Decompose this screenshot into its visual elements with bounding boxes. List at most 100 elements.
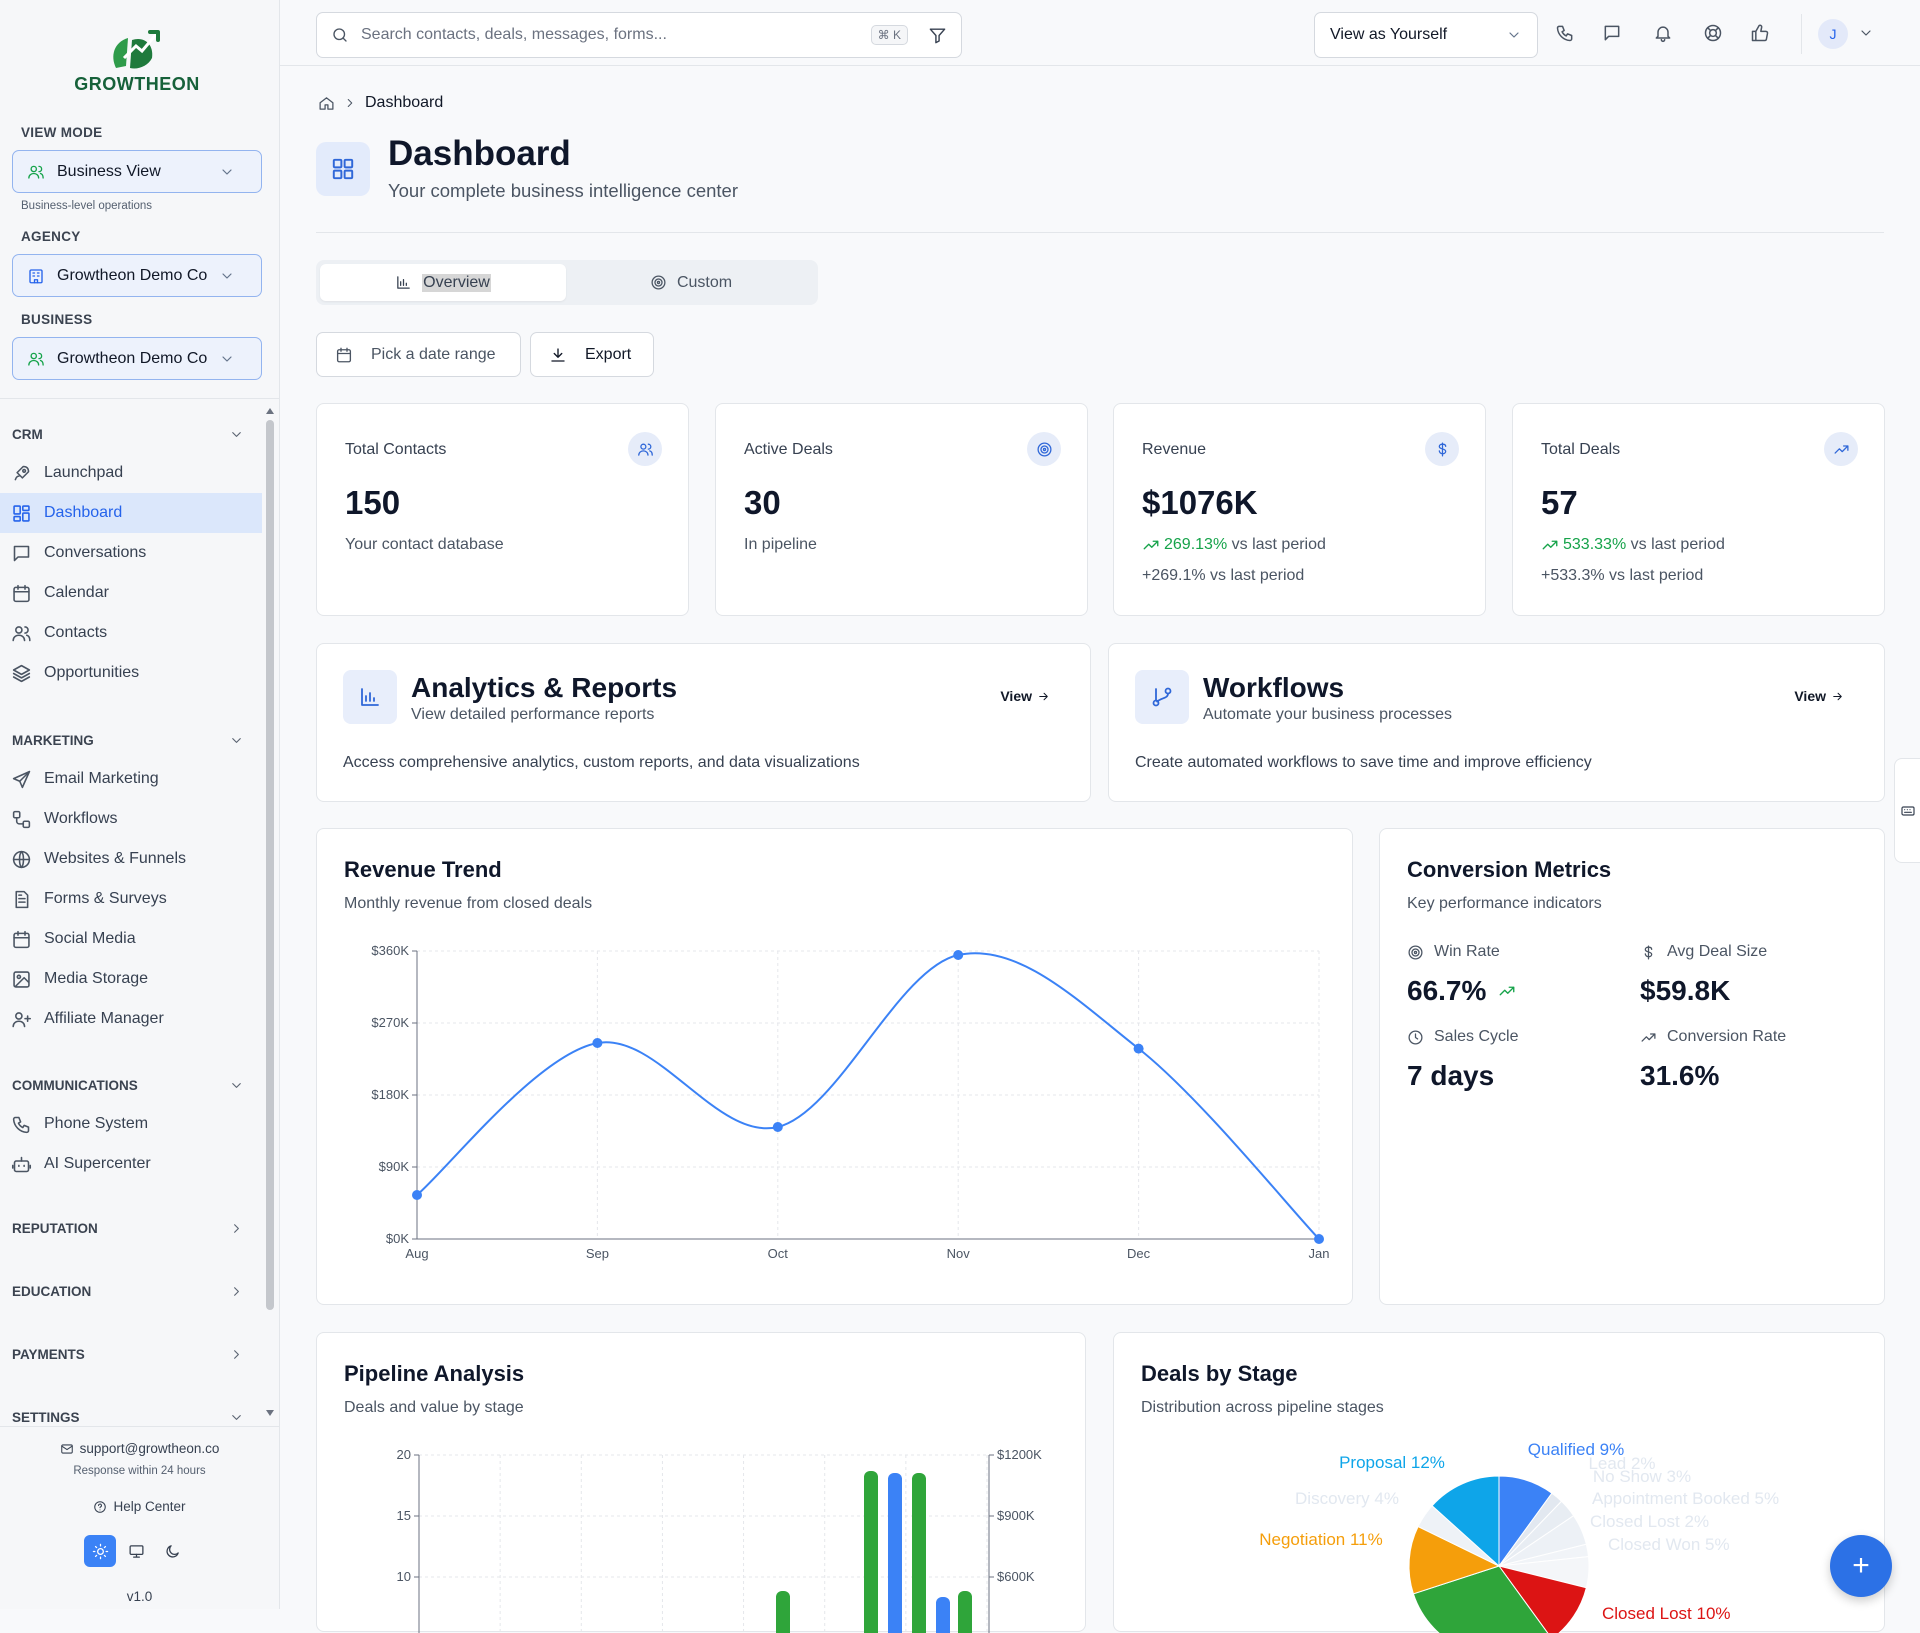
pie-label: Negotiation 11% [1259,1530,1383,1549]
analytics-view-link[interactable]: View [1000,688,1050,704]
sidebar-item-social-media[interactable]: Social Media [0,919,262,959]
chevron-down-icon[interactable] [1858,25,1874,41]
sidebar-item-launchpad[interactable]: Launchpad [0,453,262,493]
sidebar-item-label: Phone System [44,1115,149,1132]
group-settings[interactable]: SETTINGS [12,1407,244,1422]
sidebar-item-forms[interactable]: Forms & Surveys [0,879,262,919]
stat-change: 533.33% vs last period [1541,536,1725,554]
group-marketing[interactable]: MARKETING [12,730,244,750]
stat-card-revenue[interactable]: Revenue $1076K 269.13% vs last period +2… [1113,403,1486,616]
sidebar-item-label: AI Supercenter [44,1155,151,1172]
stat-change-value: 533.33% [1563,536,1627,553]
stat-change: 269.13% vs last period [1142,536,1326,554]
add-button[interactable]: + [1830,1535,1892,1597]
pie-label: Discovery 4% [1295,1489,1399,1508]
pipeline-bar [958,1591,972,1633]
help-center-link[interactable]: Help Center [0,1499,279,1514]
sidebar-item-email-marketing[interactable]: Email Marketing [0,759,262,799]
image-icon [13,970,30,988]
help-center-label: Help Center [113,1499,186,1514]
phone-icon[interactable] [1555,23,1575,43]
globe-icon [12,850,31,868]
thumbs-up-icon[interactable] [1750,23,1770,43]
win-rate-label-text: Win Rate [1434,943,1500,960]
sidebar-scroll-thumb[interactable] [266,420,274,1310]
analytics-reports-card[interactable]: Analytics & Reports View detailed perfor… [316,643,1091,802]
system-theme-button[interactable] [120,1535,152,1567]
pipeline-bar [776,1591,790,1633]
stat-card-total-contacts[interactable]: Total Contacts 150 Your contact database [316,403,689,616]
stat-title: Active Deals [744,441,833,458]
sidebar-item-workflows[interactable]: Workflows [0,799,262,839]
bot-icon [11,1156,32,1172]
date-range-button[interactable]: Pick a date range [316,332,521,377]
bell-icon[interactable] [1653,23,1673,43]
sidebar-scrollbar[interactable] [264,404,276,1422]
group-education[interactable]: EDUCATION [12,1281,244,1301]
tab-overview[interactable]: Overview [320,264,566,301]
group-payments[interactable]: PAYMENTS [12,1344,244,1364]
pie-label: Proposal 12% [1339,1453,1445,1472]
dark-theme-button[interactable] [156,1535,188,1567]
avatar[interactable]: J [1818,19,1848,49]
sidebar-item-opportunities[interactable]: Opportunities [0,653,262,693]
business-select[interactable]: Growtheon Demo Co [12,337,262,380]
chevron-right-icon [234,1349,239,1359]
group-reputation[interactable]: REPUTATION [12,1218,244,1238]
sidebar-item-calendar[interactable]: Calendar [0,573,262,613]
sidebar-item-websites[interactable]: Websites & Funnels [0,839,262,879]
sidebar-item-ai-supercenter[interactable]: AI Supercenter [0,1144,262,1184]
conversion-title: Conversion Metrics [1407,857,1612,882]
business-value: Growtheon Demo Co [57,349,208,367]
sales-cycle-label-text: Sales Cycle [1434,1028,1519,1045]
sidebar-item-phone-system[interactable]: Phone System [0,1104,262,1144]
sidebar-item-media-storage[interactable]: Media Storage [0,959,262,999]
filter-icon[interactable] [928,26,947,45]
file-text-icon [15,890,29,908]
breadcrumb: Dashboard [318,94,443,112]
search-input[interactable]: Search contacts, deals, messages, forms.… [316,12,962,58]
sidebar-item-affiliate[interactable]: Affiliate Manager [0,999,262,1039]
group-communications[interactable]: COMMUNICATIONS [12,1075,244,1095]
brand-name: GROWTHEON [74,74,200,94]
stat-sub: +533.3% vs last period [1541,567,1704,584]
support-email-link[interactable]: support@growtheon.co [0,1441,279,1456]
growtheon-logo[interactable]: GROWTHEON [72,18,202,96]
pie-label: Closed Won 5% [1608,1535,1730,1554]
stat-title: Total Contacts [345,441,447,458]
workflows-card[interactable]: Workflows Automate your business process… [1108,643,1885,802]
stat-card-total-deals[interactable]: Total Deals 57 533.33% vs last period +5… [1512,403,1885,616]
message-icon[interactable] [1602,23,1622,43]
sidebar-item-label: Opportunities [44,664,140,681]
layers-icon [12,664,31,682]
pie-label: Closed Lost 2% [1590,1512,1709,1531]
view-mode-select[interactable]: Business View [12,150,262,193]
sidebar-item-dashboard[interactable]: Dashboard [0,493,262,533]
agency-select[interactable]: Growtheon Demo Co [12,254,262,297]
phone-icon [12,1116,30,1133]
view-label: View [1000,688,1032,704]
keyboard-shortcuts-tab[interactable] [1894,758,1920,863]
pipeline-subtitle: Deals and value by stage [344,1399,524,1416]
life-buoy-icon[interactable] [1703,23,1723,43]
tab-custom[interactable]: Custom [568,264,814,301]
workflows-view-link[interactable]: View [1794,688,1844,704]
revenue-title: Revenue Trend [344,857,502,882]
y-tick-label: $270K [371,1015,409,1030]
view-as-value: View as Yourself [1330,26,1448,43]
sidebar-item-contacts[interactable]: Contacts [0,613,262,653]
home-icon[interactable] [318,95,335,112]
data-point [592,1038,603,1048]
sales-cycle-value: 7 days [1407,1060,1495,1091]
group-crm[interactable]: CRM [12,424,244,444]
export-button[interactable]: Export [530,332,654,377]
pipeline-analysis-card: Pipeline Analysis Deals and value by sta… [316,1332,1086,1633]
dashboard-title-icon [316,142,370,196]
conversion-subtitle: Key performance indicators [1407,895,1602,912]
sidebar-item-conversations[interactable]: Conversations [0,533,262,573]
deals-pie-chart: Qualified 9%Lead 2%No Show 3% Appointment… [1259,1440,1779,1633]
sun-icon [92,1543,108,1559]
view-as-select[interactable]: View as Yourself [1314,12,1538,58]
stat-card-active-deals[interactable]: Active Deals 30 In pipeline [715,403,1088,616]
light-theme-button[interactable] [84,1535,116,1567]
